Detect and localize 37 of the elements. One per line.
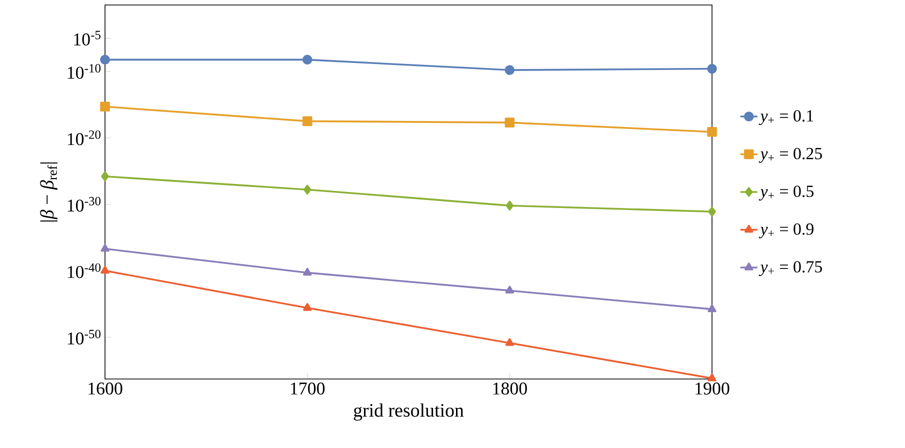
legend-label: y$_{+}$ = 0.9 xyxy=(758,223,814,238)
point xyxy=(707,64,717,74)
point xyxy=(504,65,515,75)
y-tick-label: 10$^{-30}$ xyxy=(68,196,101,212)
point xyxy=(302,116,312,126)
y-tick-label: 10$^{-40}$ xyxy=(68,263,101,278)
point xyxy=(100,244,110,252)
point xyxy=(100,102,110,112)
legend-label: y$_{+}$ = 0.1 xyxy=(758,110,814,126)
point xyxy=(505,286,514,294)
point xyxy=(101,171,109,182)
y-tick-label: 10$^{-5}$ xyxy=(74,30,100,46)
legend-label: y$_{+}$ = 0.25 xyxy=(758,148,822,163)
point xyxy=(707,126,717,137)
x-tick-label: 1800 xyxy=(493,382,527,395)
y-axis-title: |β − β$_{ref}$| xyxy=(40,162,58,222)
x-tick-label: 1600 xyxy=(88,382,122,395)
point xyxy=(708,206,716,216)
point xyxy=(708,304,716,312)
point xyxy=(302,268,312,276)
legend-label: y$_{+}$ = 0.75 xyxy=(758,261,822,276)
y-tick-label: 10$^{-50}$ xyxy=(68,330,101,345)
point xyxy=(303,184,312,195)
x-tick-label: 1700 xyxy=(290,382,325,395)
point xyxy=(708,373,716,382)
point xyxy=(504,118,515,128)
legend-label: y$_{+}$ = 0.5 xyxy=(758,186,814,201)
x-tick-label: 1900 xyxy=(696,382,730,395)
point xyxy=(302,303,312,311)
point xyxy=(100,266,110,274)
point xyxy=(302,54,312,65)
point xyxy=(506,200,514,211)
y-tick-label: 10$^{-20}$ xyxy=(68,130,101,146)
point xyxy=(505,338,514,346)
point xyxy=(100,54,110,65)
y-tick-label: 10$^{-10}$ xyxy=(68,64,101,79)
x-axis-title: grid resolution xyxy=(354,403,464,421)
